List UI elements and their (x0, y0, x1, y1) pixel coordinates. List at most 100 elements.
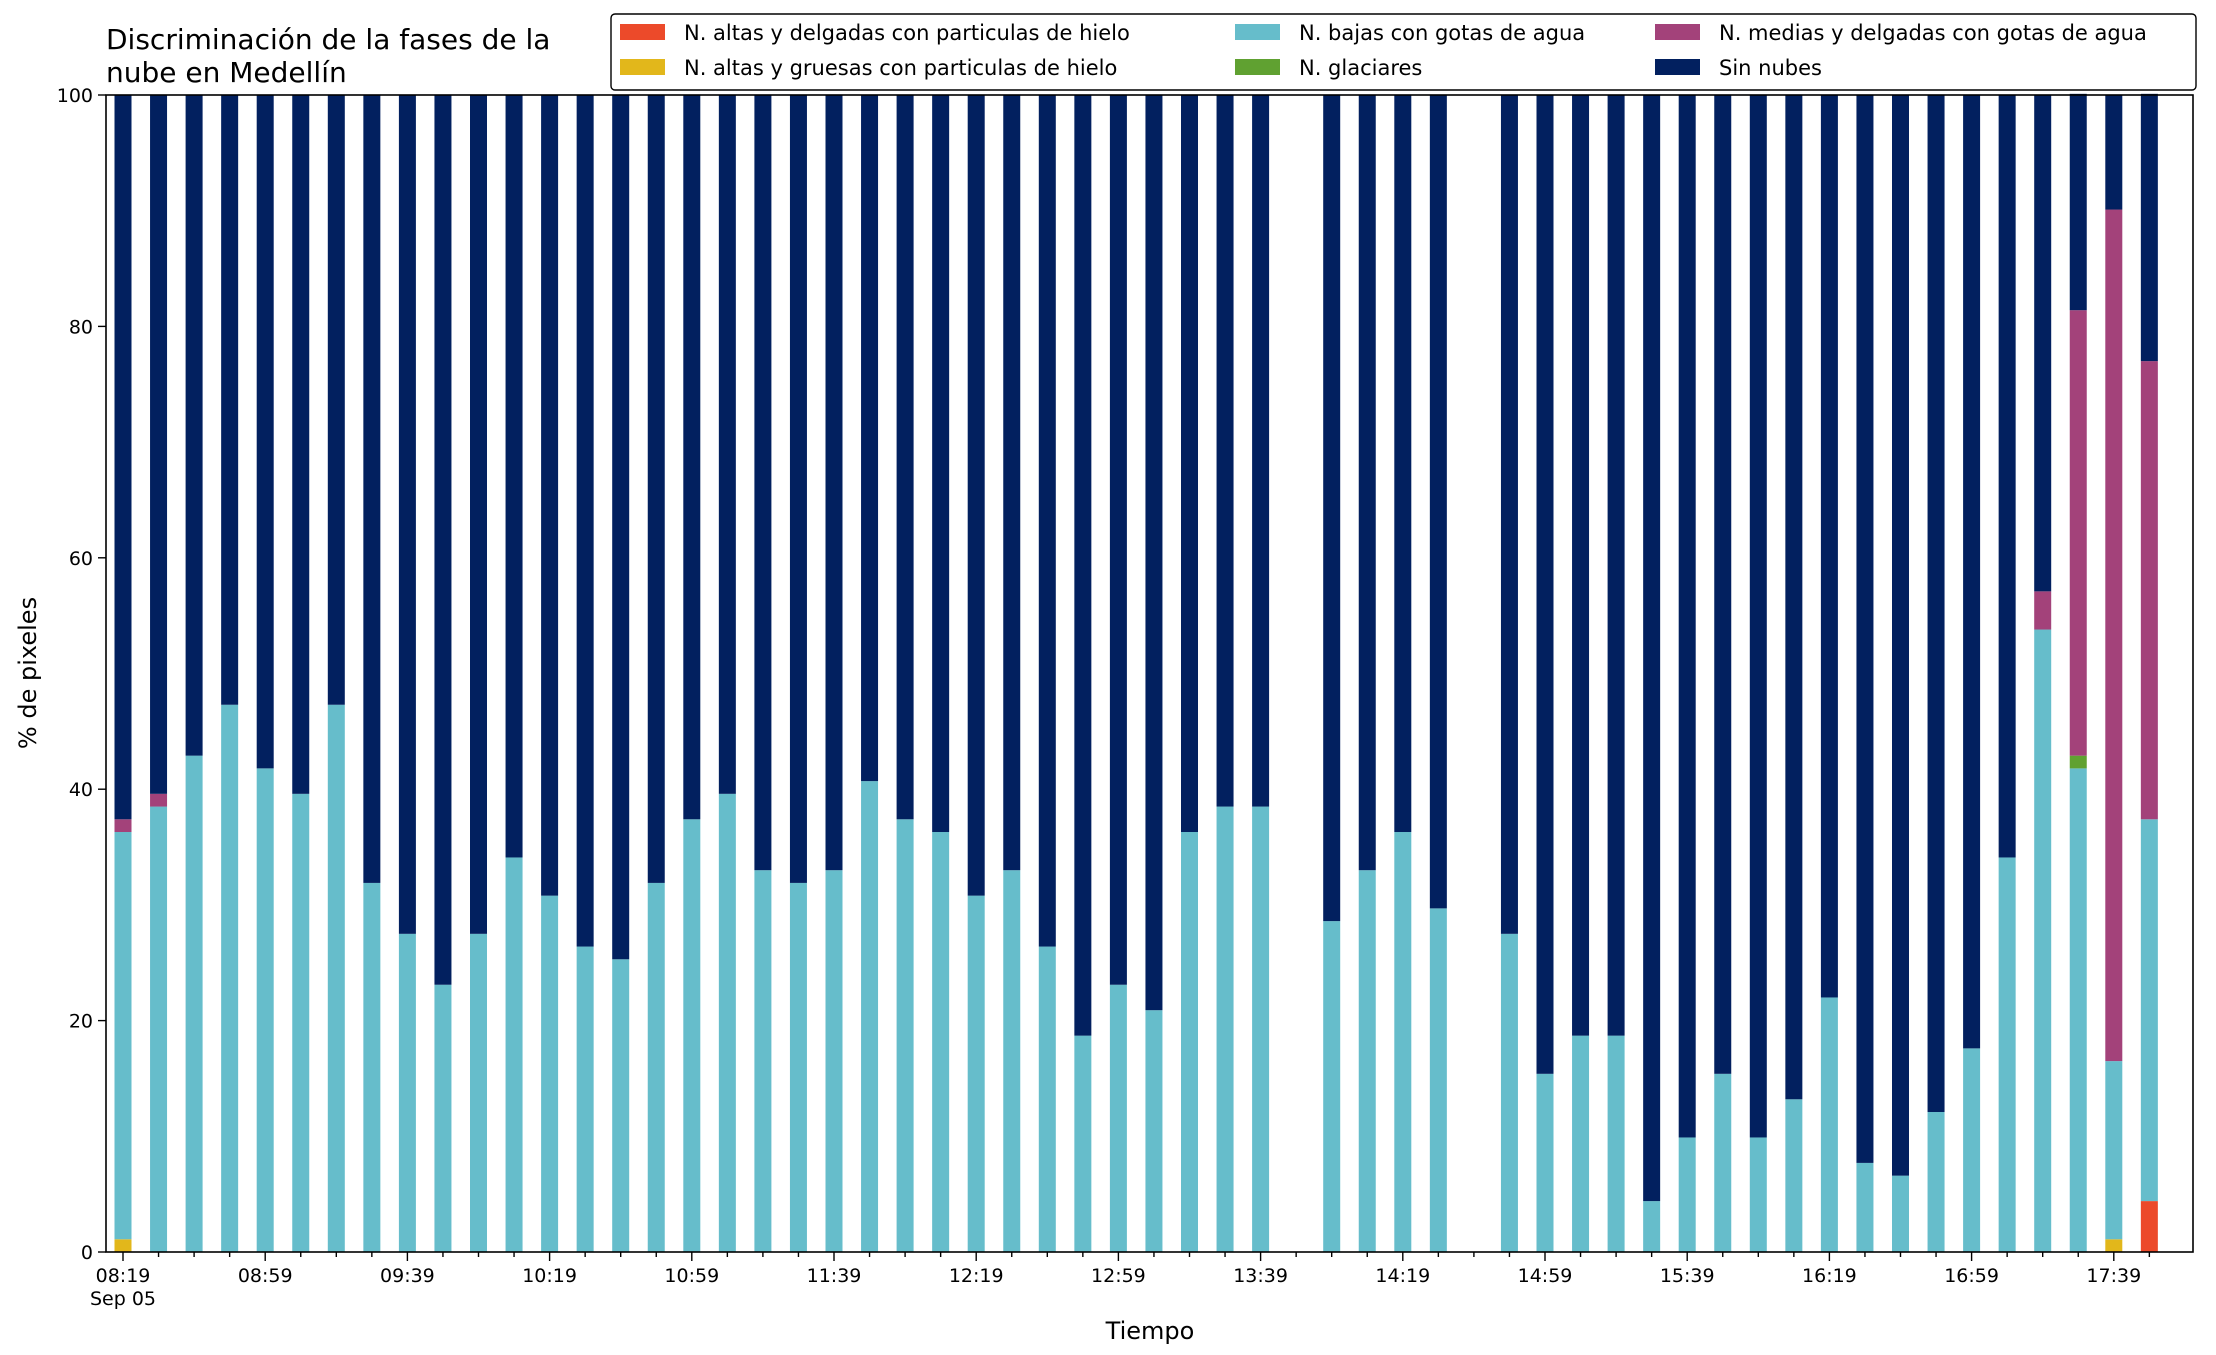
x-tick-label: 14:59 (1518, 1265, 1573, 1287)
bar-segment-5-13 (576, 95, 594, 947)
bar-segment-2-45 (1714, 1073, 1732, 1252)
bar-segment-5-22 (896, 95, 914, 820)
x-tick-label: 17:39 (2086, 1265, 2141, 1287)
bar-segment-3-55 (2069, 755, 2087, 769)
bar-segment-5-18 (754, 95, 772, 871)
bar-segment-4-1 (150, 793, 168, 807)
bar-segment-5-32 (1252, 95, 1270, 807)
legend-label: Sin nubes (1719, 56, 1822, 80)
bar-segment-5-30 (1181, 95, 1198, 833)
bar-segment-5-50 (1892, 95, 1909, 1176)
bar-segment-2-18 (754, 870, 772, 1252)
bar-segment-2-30 (1181, 832, 1198, 1252)
bar-segment-2-4 (256, 768, 274, 1252)
bar-segment-5-10 (470, 95, 487, 934)
bar-segment-5-6 (327, 95, 345, 705)
y-tick-label: 100 (57, 85, 93, 107)
legend-swatch (620, 24, 665, 40)
bar-segment-2-10 (470, 933, 487, 1252)
bar-segment-5-9 (434, 95, 452, 985)
bar-segment-2-13 (576, 946, 594, 1252)
bar-segment-5-4 (256, 95, 274, 769)
bar-segment-5-42 (1607, 95, 1625, 1036)
bar-segment-5-3 (221, 95, 239, 705)
bar-segment-5-27 (1074, 95, 1092, 1036)
legend-label: N. medias y delgadas con gotas de agua (1719, 21, 2147, 45)
bar-segment-4-55 (2069, 310, 2087, 756)
bar-segment-5-48 (1820, 95, 1838, 998)
bar-segment-2-15 (647, 882, 665, 1252)
bar-segment-5-15 (647, 95, 665, 883)
bar-segment-2-47 (1785, 1099, 1803, 1252)
legend-swatch (1235, 24, 1280, 40)
bar-segment-5-40 (1536, 95, 1554, 1074)
y-tick-label: 0 (81, 1242, 93, 1264)
bar-segment-5-11 (505, 95, 523, 858)
bar-segment-2-42 (1607, 1035, 1625, 1252)
bar-segment-5-55 (2069, 93, 2087, 311)
bar-segment-2-49 (1856, 1162, 1874, 1252)
x-tick-label-date: Sep 05 (90, 1288, 156, 1310)
y-tick-label: 40 (69, 779, 93, 801)
bar-segment-5-25 (1003, 95, 1021, 871)
y-tick-label: 80 (69, 316, 93, 338)
bar-segment-2-16 (683, 819, 701, 1252)
bar-segment-2-5 (292, 793, 310, 1252)
x-tick-label: 08:19 (96, 1265, 151, 1287)
bar-segment-2-20 (825, 870, 843, 1252)
bar-segment-2-2 (185, 755, 203, 1252)
bar-segment-2-31 (1216, 806, 1234, 1252)
bar-segment-2-7 (363, 882, 381, 1252)
legend-label: N. glaciares (1299, 56, 1422, 80)
bar-segment-2-24 (967, 895, 985, 1252)
bar-segment-5-52 (1963, 95, 1981, 1049)
bar-segment-2-8 (398, 933, 416, 1252)
bar-segment-5-24 (967, 95, 985, 896)
bar-segment-2-53 (1998, 857, 2016, 1252)
bar-segment-5-44 (1678, 95, 1696, 1138)
bar-segment-4-54 (2034, 591, 2052, 630)
bar-segment-2-54 (2034, 629, 2052, 1252)
bar-segment-5-46 (1749, 95, 1767, 1138)
bar-segment-5-41 (1572, 95, 1590, 1036)
x-tick-label: 15:39 (1660, 1265, 1715, 1287)
x-tick-label: 16:19 (1802, 1265, 1857, 1287)
bar-segment-4-57 (2140, 361, 2158, 820)
chart-title-line-2: nube en Medellín (106, 56, 347, 89)
bar-segment-2-46 (1749, 1137, 1767, 1252)
axes-frame (105, 94, 2194, 1253)
bar-segment-5-7 (363, 95, 381, 883)
legend-box (610, 13, 2197, 91)
bar-segment-2-51 (1927, 1112, 1945, 1252)
plot-area: 0 20 40 60 80 100 08:19 08:59 09:39 10:19 10:59 11… (57, 85, 2194, 1310)
bar-segment-5-36 (1394, 95, 1412, 833)
y-axis-ticks: 0 20 40 60 80 100 (57, 85, 106, 1264)
bar-segment-5-31 (1216, 95, 1234, 807)
bar-segment-5-34 (1323, 95, 1341, 922)
y-axis-label: % de pixeles (14, 597, 42, 749)
bar-segment-5-20 (825, 95, 843, 871)
bar-segment-2-57 (2140, 819, 2158, 1202)
bar-segment-5-54 (2034, 95, 2052, 592)
y-tick-label: 20 (69, 1011, 93, 1033)
bar-segment-5-57 (2140, 93, 2158, 362)
x-tick-label: 10:19 (522, 1265, 577, 1287)
bar-segment-2-43 (1643, 1201, 1661, 1252)
bar-segment-5-16 (683, 95, 701, 820)
bar-segment-2-55 (2069, 768, 2087, 1252)
bar-segment-5-28 (1109, 95, 1127, 985)
bar-segment-2-1 (150, 806, 168, 1252)
bar-segment-5-1 (150, 95, 168, 794)
bar-segment-5-5 (292, 95, 310, 794)
x-axis-label: Tiempo (1105, 1317, 1195, 1345)
x-tick-label: 14:19 (1375, 1265, 1430, 1287)
bar-segment-5-39 (1500, 95, 1518, 934)
bar-segment-2-9 (434, 984, 452, 1252)
bar-segment-2-35 (1358, 870, 1376, 1252)
bar-segment-5-12 (541, 95, 559, 896)
bar-segment-5-19 (789, 95, 807, 883)
bar-segment-2-0 (114, 832, 132, 1240)
legend-swatch (1235, 59, 1280, 75)
bar-segment-2-3 (221, 704, 239, 1252)
x-tick-label: 12:19 (949, 1265, 1004, 1287)
